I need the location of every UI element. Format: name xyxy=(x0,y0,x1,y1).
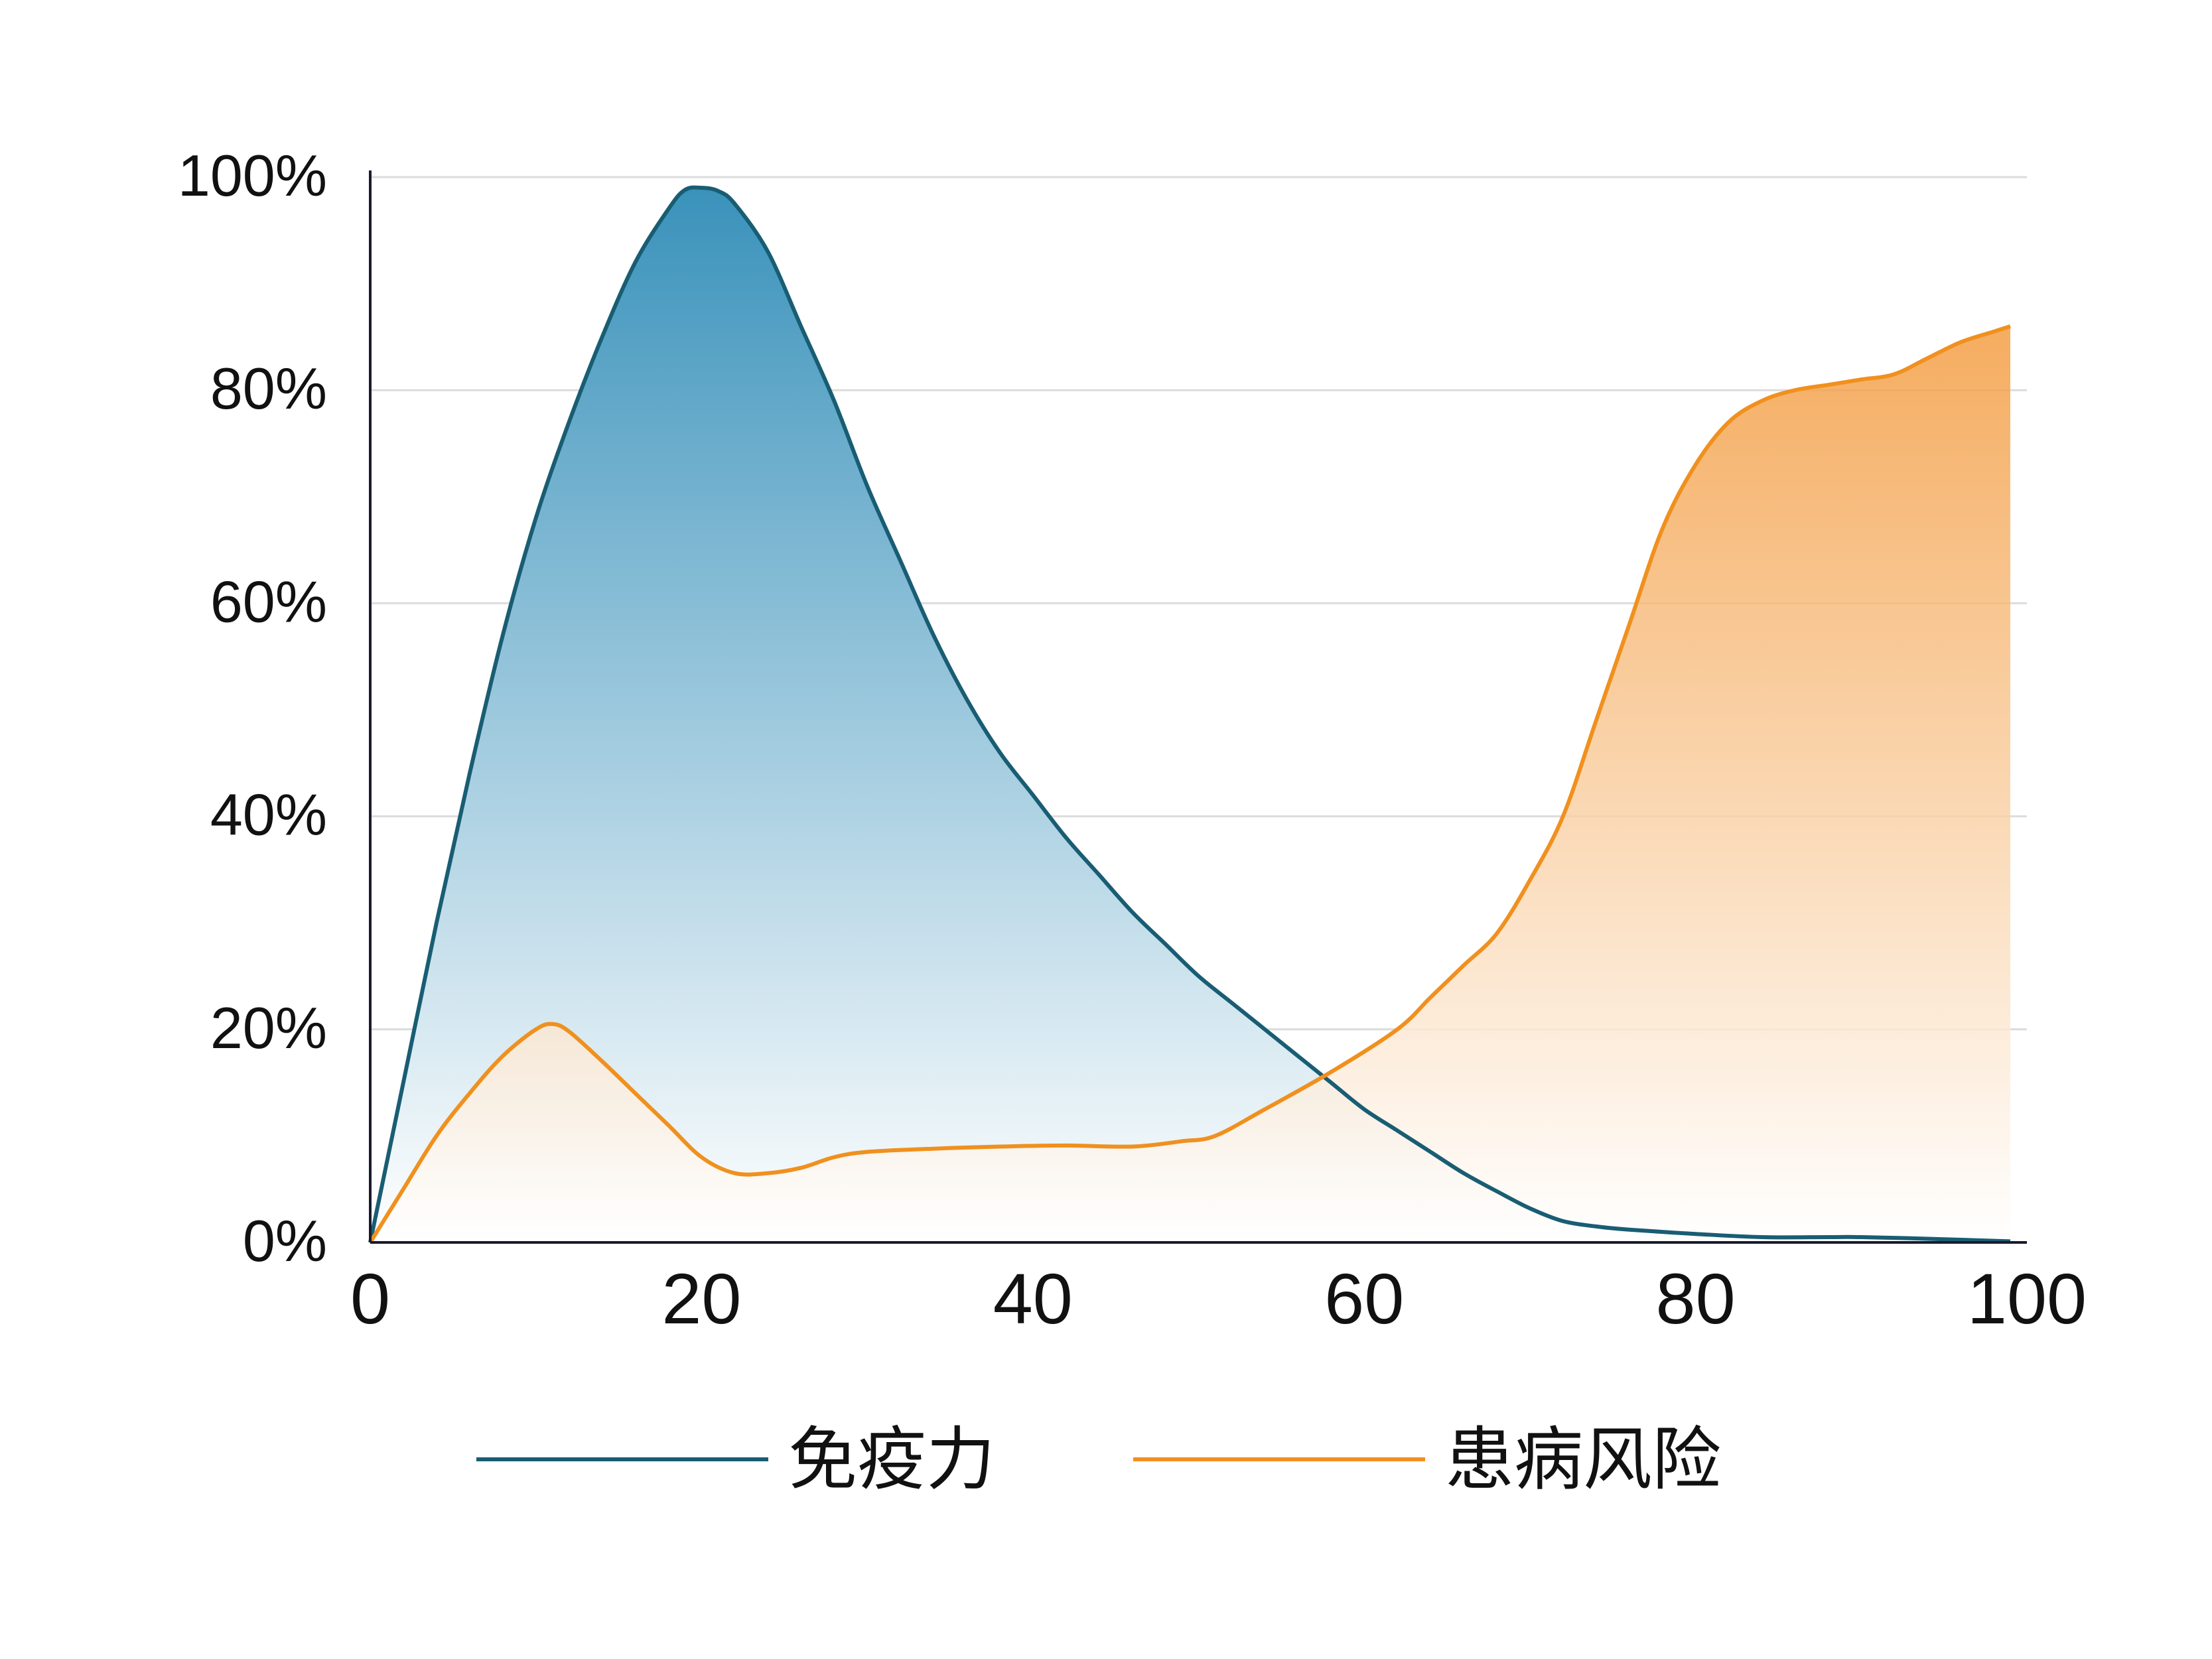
y-tick-label: 20% xyxy=(210,995,327,1061)
x-tick-label: 0 xyxy=(350,1258,390,1339)
y-tick-label: 60% xyxy=(210,568,327,634)
legend-label-immunity: 免疫力 xyxy=(788,1419,995,1500)
legend-label-disease-risk: 患病风险 xyxy=(1445,1419,1721,1500)
axes xyxy=(369,170,2027,1244)
x-tick-label: 40 xyxy=(993,1258,1073,1339)
series-areas xyxy=(370,187,2010,1243)
x-tick-label: 20 xyxy=(661,1258,741,1339)
disease-risk-line xyxy=(368,324,2011,1244)
legend: 免疫力 患病风险 xyxy=(476,1419,1721,1500)
immunity-area xyxy=(370,187,2010,1243)
disease-risk-area xyxy=(370,326,2010,1242)
x-tick-label: 60 xyxy=(1324,1258,1404,1339)
y-tick-label: 100% xyxy=(178,143,327,208)
x-tick-label: 80 xyxy=(1656,1258,1736,1339)
y-tick-labels: 0% 20% 40% 60% 80% 100% xyxy=(178,143,327,1274)
y-tick-label: 40% xyxy=(210,782,327,848)
y-tick-label: 80% xyxy=(210,356,327,421)
immunity-line xyxy=(368,185,2011,1244)
x-tick-labels: 0 20 40 60 80 100 xyxy=(350,1258,2087,1339)
series-lines xyxy=(368,185,2011,1244)
legend-item-disease-risk: 患病风险 xyxy=(1133,1419,1721,1500)
legend-item-immunity: 免疫力 xyxy=(476,1419,995,1500)
y-tick-label: 0% xyxy=(243,1208,327,1274)
x-tick-label: 100 xyxy=(1967,1258,2087,1339)
